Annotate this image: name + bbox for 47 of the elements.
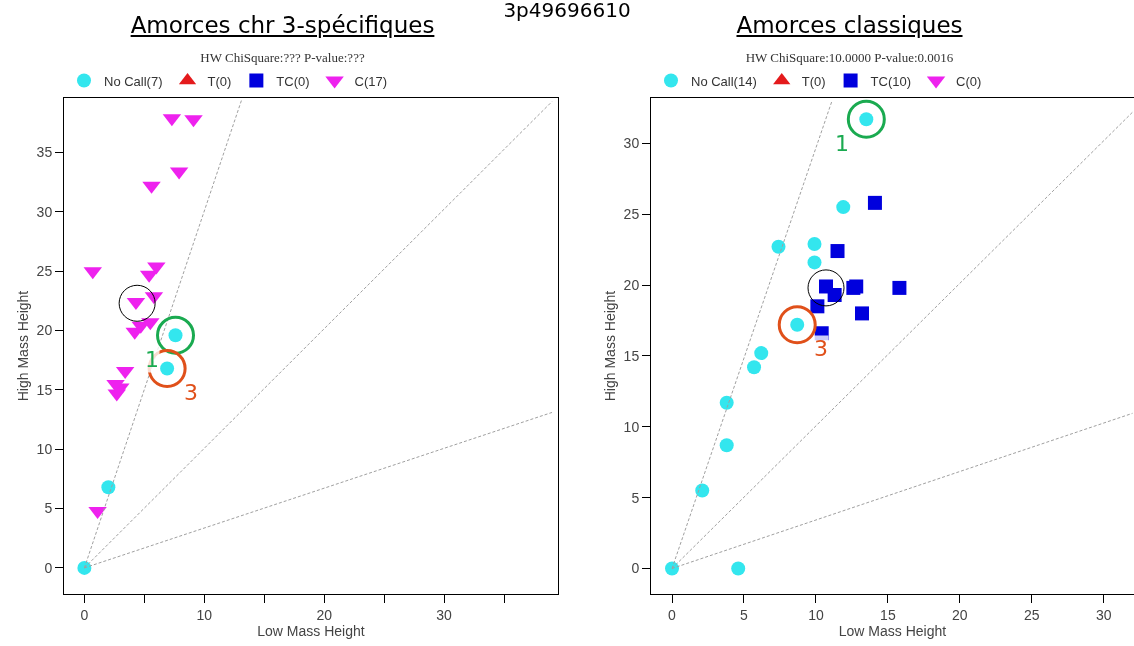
x-tick-label: 25 [1024,606,1040,623]
y-tick-label: 15 [36,381,53,398]
y-tick-label: 10 [36,441,53,458]
text: 3p49696610 [503,0,631,22]
y-tick-label: 25 [623,206,640,223]
y-tick-label: 20 [36,322,53,339]
y-axis-title: High Mass Height [15,290,32,402]
y-axis-title: High Mass Height [602,290,619,402]
legend-label: T(0) [207,73,232,89]
y-tick-label: 0 [44,559,53,576]
x-tick-label: 10 [196,606,213,623]
annotation: 1 [835,131,849,156]
y-tick-label: 0 [631,560,640,577]
legend-label: No Call(14) [691,73,757,89]
x-tick-label: 10 [808,606,824,623]
x-axis-title: Low Mass Height [838,623,947,640]
y-tick-label: 25 [36,263,53,280]
y-tick-label: 30 [36,203,53,220]
chart-subtitle: HW ChiSquare:10.0000 P-value:0.0016 [744,50,955,66]
annotation: 3 [814,336,828,361]
legend-label: TC(0) [276,73,310,89]
legend-label: C(17) [354,73,388,89]
y-tick-label: 10 [623,418,640,435]
legend-label: T(0) [801,73,826,89]
x-tick-label: 0 [80,606,89,623]
x-axis-title: Low Mass Height [257,623,365,640]
x-tick-label: 0 [668,606,677,623]
y-tick-label: 5 [631,489,640,506]
chart-title: Amorces chr 3-spécifiques [130,12,435,38]
y-tick-label: 35 [36,144,53,161]
y-tick-label: 30 [623,135,640,152]
legend-label: TC(10) [870,73,912,89]
chart-subtitle: HW ChiSquare:??? P-value:??? [199,50,366,66]
x-tick-label: 20 [316,606,333,623]
legend-label: C(0) [956,73,982,89]
legend-label: No Call(7) [104,73,163,89]
x-tick-label: 30 [1095,606,1112,623]
x-tick-label: 30 [436,606,453,623]
x-tick-label: 20 [952,606,968,623]
annotation: 3 [184,380,198,405]
chart-title: Amorces classiques [736,12,963,38]
y-tick-label: 20 [623,276,640,293]
x-tick-label: 5 [740,606,749,623]
y-tick-label: 15 [623,347,640,364]
x-tick-label: 15 [880,606,896,623]
y-tick-label: 5 [44,500,53,517]
annotation: 1 [145,347,159,372]
